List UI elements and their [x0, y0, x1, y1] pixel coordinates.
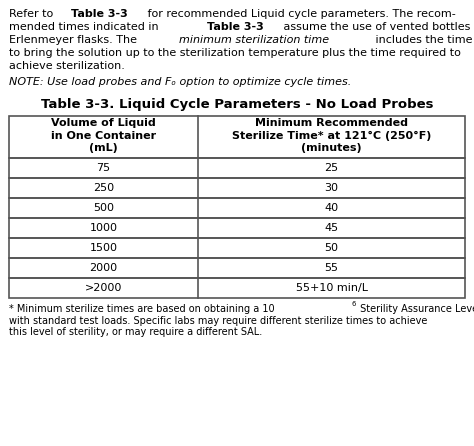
Text: minimum sterilization time: minimum sterilization time	[179, 35, 329, 45]
Text: achieve sterilization.: achieve sterilization.	[9, 61, 125, 71]
Text: Table 3-3. Liquid Cycle Parameters - No Load Probes: Table 3-3. Liquid Cycle Parameters - No …	[41, 98, 433, 111]
Text: 250: 250	[93, 183, 114, 193]
Text: Erlenmeyer flasks. The: Erlenmeyer flasks. The	[9, 35, 140, 45]
Text: Sterilize Time* at 121°C (250°F): Sterilize Time* at 121°C (250°F)	[232, 131, 431, 141]
Text: 40: 40	[325, 203, 339, 213]
Text: * Minimum sterilize times are based on obtaining a 10: * Minimum sterilize times are based on o…	[9, 304, 274, 314]
Text: 25: 25	[325, 163, 339, 173]
Text: to bring the solution up to the sterilization temperature plus the time required: to bring the solution up to the steriliz…	[9, 48, 461, 58]
Bar	[9, 158, 465, 178]
Bar	[9, 178, 465, 198]
Text: 55+10 min/L: 55+10 min/L	[296, 283, 368, 293]
Text: includes the time required: includes the time required	[373, 35, 474, 45]
Text: in One Container: in One Container	[51, 131, 156, 141]
Text: 1000: 1000	[90, 223, 118, 233]
Bar	[9, 258, 465, 278]
Text: Table 3-3: Table 3-3	[71, 9, 128, 19]
Text: mended times indicated in: mended times indicated in	[9, 22, 162, 32]
Text: 2000: 2000	[90, 263, 118, 273]
Text: Volume of Liquid: Volume of Liquid	[51, 119, 156, 128]
Bar	[9, 116, 465, 158]
Text: 55: 55	[325, 263, 338, 273]
Text: this level of sterility, or may require a different SAL.: this level of sterility, or may require …	[9, 327, 262, 337]
Text: assume the use of vented bottles or: assume the use of vented bottles or	[280, 22, 474, 32]
Text: 500: 500	[93, 203, 114, 213]
Text: Table 3-3: Table 3-3	[207, 22, 264, 32]
Bar	[9, 198, 465, 218]
Bar	[9, 238, 465, 258]
Text: >2000: >2000	[85, 283, 122, 293]
Text: (mL): (mL)	[89, 143, 118, 153]
Text: Minimum Recommended: Minimum Recommended	[255, 119, 408, 128]
Bar	[9, 278, 465, 298]
Text: Refer to: Refer to	[9, 9, 57, 19]
Text: 45: 45	[325, 223, 339, 233]
Text: 30: 30	[325, 183, 338, 193]
Text: (minutes): (minutes)	[301, 143, 362, 153]
Text: 6: 6	[352, 301, 356, 307]
Text: 75: 75	[97, 163, 111, 173]
Bar	[9, 218, 465, 238]
Text: 50: 50	[325, 243, 338, 253]
Text: with standard test loads. Specific labs may require different sterilize times to: with standard test loads. Specific labs …	[9, 315, 428, 326]
Text: NOTE: Use load probes and Fₒ option to optimize cycle times.: NOTE: Use load probes and Fₒ option to o…	[9, 77, 351, 87]
Text: 1500: 1500	[90, 243, 118, 253]
Text: for recommended Liquid cycle parameters. The recom-: for recommended Liquid cycle parameters.…	[144, 9, 456, 19]
Text: Sterility Assurance Level (SAL): Sterility Assurance Level (SAL)	[357, 304, 474, 314]
